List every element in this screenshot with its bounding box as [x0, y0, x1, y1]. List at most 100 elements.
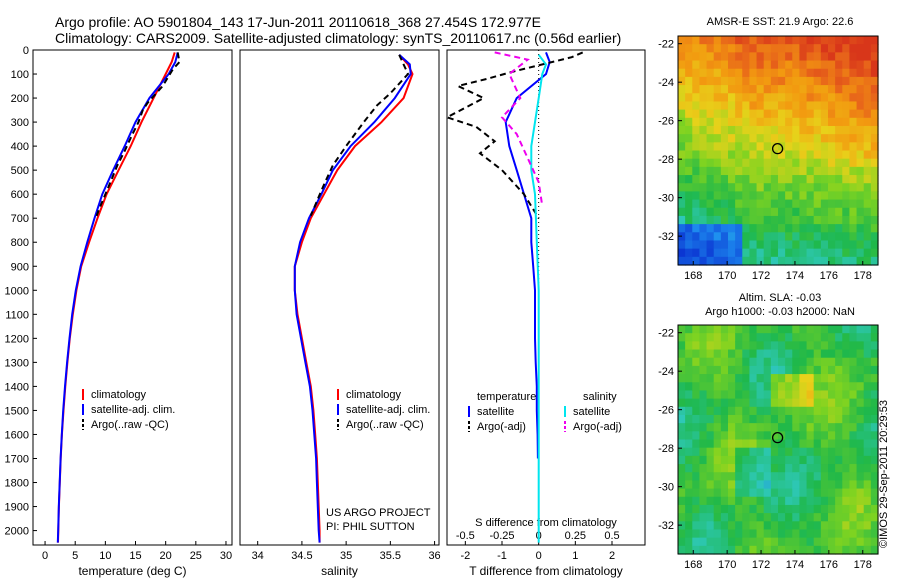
map-cell — [863, 232, 872, 242]
map-cell — [735, 224, 743, 233]
map-cell — [770, 357, 779, 367]
map-cell — [720, 431, 729, 441]
map-cell — [749, 248, 758, 258]
map-cell — [763, 232, 772, 242]
legend-label: satellite-adj. clim. — [346, 404, 430, 416]
map-cell — [742, 464, 751, 473]
map-cell — [756, 232, 765, 242]
map-cell — [778, 374, 786, 383]
map-cell — [713, 513, 722, 522]
map-cell — [685, 529, 693, 539]
map-cell — [706, 390, 715, 400]
map-cell — [756, 101, 765, 111]
map-cell — [785, 365, 793, 375]
map-cell — [806, 374, 815, 383]
map-cell — [799, 142, 808, 152]
map-cell — [706, 248, 715, 258]
map-cell — [770, 406, 779, 416]
map-cell — [849, 349, 858, 359]
map-cell — [856, 256, 865, 266]
map-cell — [806, 398, 815, 408]
map-cell — [713, 158, 722, 168]
map-cell — [799, 215, 808, 225]
map-cell — [856, 447, 865, 457]
map-cell — [720, 398, 729, 408]
map-cell — [842, 447, 851, 457]
map-cell — [720, 496, 729, 506]
map-cell — [735, 158, 743, 168]
map-cell — [792, 423, 801, 432]
map-cell — [856, 513, 865, 522]
map-cell — [813, 365, 822, 375]
map-cell — [713, 248, 722, 258]
map-cell — [728, 504, 736, 514]
legend-label: Argo(-adj) — [573, 421, 622, 433]
map-cell — [749, 472, 758, 481]
map-cell — [863, 325, 872, 334]
map-cell — [813, 349, 822, 359]
map-cell — [778, 365, 786, 375]
map-cell — [742, 365, 751, 375]
map-cell — [742, 341, 751, 351]
map-cell — [792, 414, 801, 424]
map-cell — [820, 357, 829, 367]
map-cell — [756, 374, 765, 383]
map-cell — [792, 537, 801, 547]
map-cell — [828, 341, 836, 351]
map-cell — [835, 93, 843, 103]
map-cell — [820, 496, 829, 506]
map-cell — [828, 464, 836, 473]
map-cell — [813, 101, 822, 111]
map-cell — [820, 423, 829, 432]
legend-label: Argo(..raw -QC) — [91, 419, 169, 431]
map-cell — [720, 183, 729, 192]
map-cell — [842, 455, 851, 465]
depth-tick-label: 1800 — [5, 478, 29, 490]
depth-tick-label: 1100 — [5, 309, 29, 321]
map-cell — [820, 390, 829, 400]
map-cell — [692, 52, 701, 62]
map-cell — [742, 109, 751, 119]
map-cell — [678, 215, 686, 225]
map-cell — [692, 398, 701, 408]
map-cell — [799, 349, 808, 359]
map-cell — [856, 464, 865, 473]
map-cell — [770, 117, 779, 127]
map-cell — [828, 545, 836, 555]
map-cell — [849, 537, 858, 547]
map-cell — [685, 382, 693, 392]
map-cell — [785, 134, 793, 143]
map-cell — [720, 150, 729, 160]
map-cell — [678, 357, 686, 367]
map-cell — [713, 414, 722, 424]
map-cell — [849, 414, 858, 424]
legend-label: climatology — [346, 389, 402, 401]
map-cell — [685, 76, 693, 86]
map-cell — [870, 488, 879, 498]
map-cell — [813, 158, 822, 168]
map-cell — [728, 521, 736, 531]
map-cell — [870, 447, 879, 457]
map-cell — [835, 464, 843, 473]
x-tick-label: 10 — [99, 550, 111, 562]
map-cell — [820, 545, 829, 555]
map-cell — [763, 545, 772, 555]
map-cell — [678, 390, 686, 400]
map-cell — [756, 496, 765, 506]
map-cell — [678, 349, 686, 359]
map-cell — [813, 464, 822, 473]
map-cell — [835, 76, 843, 86]
map-cell — [778, 488, 786, 498]
map-cell — [770, 166, 779, 176]
map-cell — [742, 134, 751, 143]
map-cell — [806, 521, 815, 531]
map-cell — [842, 232, 851, 242]
map-cell — [813, 117, 822, 127]
map-cell — [828, 537, 836, 547]
map-cell — [799, 545, 808, 555]
map-cell — [813, 207, 822, 217]
map-cell — [806, 68, 815, 78]
map-cell — [856, 68, 865, 78]
map-cell — [778, 101, 786, 111]
map-cell — [749, 166, 758, 176]
